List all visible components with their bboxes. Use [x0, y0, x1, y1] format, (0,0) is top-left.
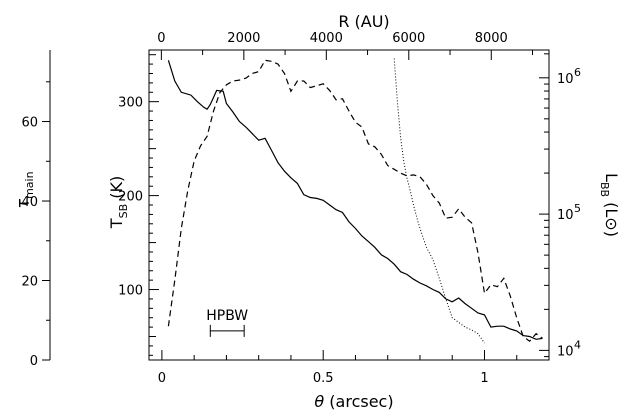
left-outer-tick-label: 0	[30, 354, 38, 369]
left-outer-tick-label: 40	[21, 195, 38, 210]
right-tick-exponent: 4	[574, 338, 581, 351]
series-line-dotted	[393, 58, 485, 344]
top-tick-label: 2000	[227, 31, 260, 46]
left-inner-tick-label: 300	[118, 96, 143, 111]
top-tick-label: 4000	[310, 31, 343, 46]
tsb-main: T	[107, 218, 126, 229]
left-outer-tick-label: 60	[21, 116, 38, 131]
hpbw-annotation: HPBW	[206, 308, 248, 337]
top-tick-label: 8000	[475, 31, 508, 46]
right-tick-label: 10	[557, 208, 574, 223]
left-inner-axis-title: TSB (K)	[107, 176, 130, 229]
lbb-sub: BB	[598, 182, 611, 197]
top-tick-label: 6000	[392, 31, 425, 46]
svg-text:TSB (K): TSB (K)	[107, 176, 130, 229]
right-tick-label: 10	[557, 344, 574, 359]
bottom-axis-text: (arcsec)	[324, 392, 393, 411]
tsb-sub: SB	[117, 204, 130, 219]
bottom-tick-label: 0	[158, 371, 166, 386]
svg-text:τmain: τmain	[13, 171, 36, 208]
bottom-tick-label: 0.5	[313, 371, 334, 386]
series-line-dashed	[167, 59, 543, 343]
tau-sub: main	[23, 171, 36, 199]
right-axis-title: LBB (L⊙)	[598, 173, 621, 237]
series-group	[167, 58, 543, 344]
top-axis-title: R (AU)	[338, 12, 389, 31]
left-inner-tick-label: 200	[118, 190, 143, 205]
top-tick-label: 0	[157, 31, 165, 46]
left-outer-axis-title: τmain	[13, 171, 36, 208]
right-tick-exponent: 6	[574, 66, 581, 79]
tsb-unit: (K)	[107, 176, 126, 204]
series-line-solid	[167, 60, 543, 340]
right-tick-label: 10	[557, 72, 574, 87]
hpbw-label: HPBW	[206, 308, 248, 324]
bottom-axis-symbol: θ	[314, 392, 324, 411]
bottom-axis-title: θ (arcsec)	[314, 392, 393, 411]
lbb-unit-symbol: ⊙	[602, 217, 621, 230]
lbb-unit-close: )	[602, 231, 621, 237]
lbb-main: L	[602, 173, 621, 182]
bottom-tick-label: 1	[480, 371, 488, 386]
left-inner-tick-label: 100	[118, 284, 143, 299]
lbb-unit-open: (L	[602, 197, 621, 217]
left-outer-tick-label: 20	[21, 275, 38, 290]
tau-main: τ	[13, 199, 32, 209]
svg-text:LBB (L⊙): LBB (L⊙)	[598, 173, 621, 237]
axes-group: 0 0.5 10 2000 4000 6000 8000100200300020406010…	[21, 31, 581, 386]
right-tick-exponent: 5	[574, 202, 581, 215]
